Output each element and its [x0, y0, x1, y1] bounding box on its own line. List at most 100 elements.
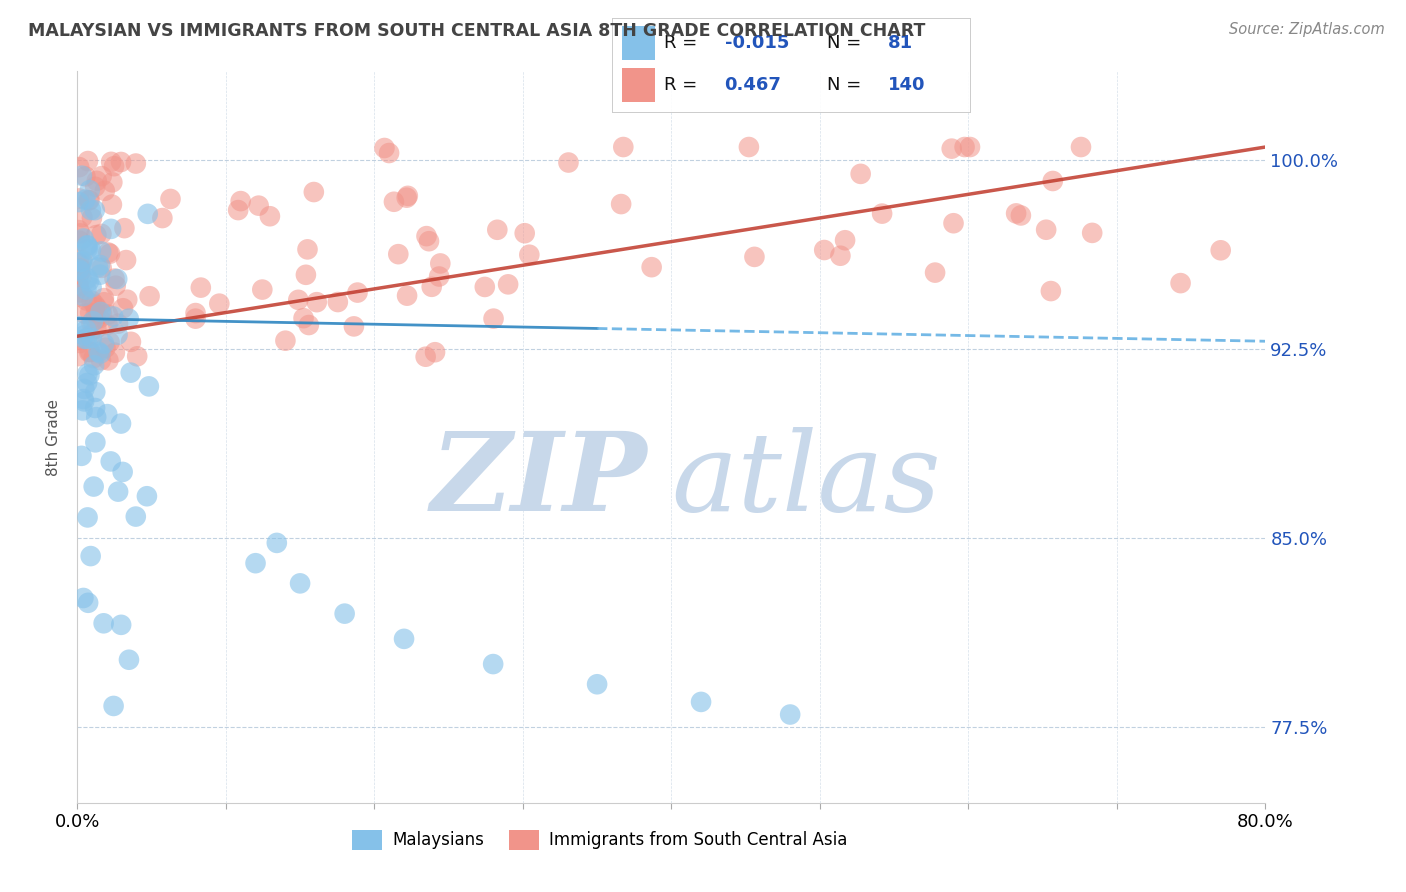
- Point: [1209, 244, 1232, 258]
- Point: [73, 328, 96, 343]
- Point: [90, 305, 112, 319]
- Point: [1042, 174, 1064, 188]
- Point: [429, 256, 451, 270]
- Point: [382, 194, 405, 209]
- Point: [96, 407, 118, 421]
- Point: [67, 191, 90, 205]
- Point: [83, 203, 105, 218]
- Point: [80, 316, 103, 330]
- Point: [474, 280, 496, 294]
- Point: [70, 254, 93, 268]
- Point: [80, 243, 103, 257]
- Point: [415, 350, 437, 364]
- Point: [77, 345, 100, 359]
- Point: [226, 203, 249, 218]
- Point: [84, 410, 107, 425]
- Point: [76, 239, 98, 253]
- Point: [79, 549, 101, 563]
- Point: [302, 185, 325, 199]
- Point: [100, 222, 122, 236]
- Point: [79, 344, 101, 359]
- Point: [287, 293, 309, 307]
- Point: [941, 142, 963, 156]
- Point: [84, 179, 107, 194]
- Point: [75, 323, 97, 337]
- Point: [79, 328, 101, 343]
- Point: [69, 285, 91, 300]
- Point: [89, 311, 111, 326]
- Point: [115, 253, 138, 268]
- Point: [80, 202, 103, 217]
- Point: [97, 245, 120, 260]
- Point: [105, 272, 128, 286]
- Point: [70, 449, 93, 463]
- Point: [1070, 140, 1092, 154]
- Point: [90, 353, 112, 368]
- Point: [870, 206, 893, 220]
- Point: [89, 346, 111, 360]
- Point: [69, 319, 91, 334]
- Point: [125, 156, 148, 170]
- Text: -0.015: -0.015: [724, 34, 789, 52]
- Point: [1170, 276, 1192, 290]
- Point: [79, 368, 101, 383]
- Point: [103, 310, 125, 324]
- Point: [190, 280, 212, 294]
- Point: [107, 327, 129, 342]
- Point: [127, 349, 149, 363]
- Point: [69, 234, 91, 248]
- Point: [849, 167, 872, 181]
- Point: [392, 632, 415, 646]
- Point: [96, 318, 118, 332]
- Point: [1005, 206, 1028, 220]
- Point: [86, 174, 108, 188]
- Point: [83, 298, 105, 312]
- Point: [80, 280, 103, 294]
- Point: [229, 194, 252, 208]
- Point: [77, 596, 100, 610]
- Point: [83, 479, 105, 493]
- Text: 81: 81: [887, 34, 912, 52]
- Point: [75, 193, 97, 207]
- Point: [76, 367, 98, 381]
- Point: [125, 509, 148, 524]
- Point: [610, 197, 633, 211]
- Point: [1081, 226, 1104, 240]
- Point: [107, 484, 129, 499]
- Point: [80, 211, 103, 225]
- Point: [79, 193, 101, 207]
- Point: [76, 238, 98, 252]
- Point: [69, 255, 91, 269]
- Point: [395, 191, 418, 205]
- Point: [738, 140, 761, 154]
- Point: [136, 207, 159, 221]
- Point: [90, 169, 112, 183]
- Point: [79, 306, 101, 320]
- Bar: [623, 69, 655, 103]
- Point: [744, 250, 766, 264]
- Point: [97, 353, 120, 368]
- Point: [373, 141, 395, 155]
- Point: [110, 155, 132, 169]
- Point: [67, 195, 90, 210]
- Point: [333, 607, 356, 621]
- Point: [110, 617, 132, 632]
- Bar: [623, 26, 655, 60]
- Point: [98, 335, 121, 350]
- Point: [159, 192, 181, 206]
- Point: [100, 154, 122, 169]
- Point: [486, 223, 509, 237]
- Point: [482, 311, 505, 326]
- Point: [90, 260, 112, 275]
- Point: [76, 332, 98, 346]
- Point: [346, 285, 368, 300]
- Point: [90, 244, 112, 259]
- Point: [75, 169, 97, 184]
- Point: [86, 301, 108, 315]
- Point: [97, 308, 120, 322]
- Point: [80, 331, 103, 345]
- Point: [94, 341, 117, 355]
- Text: MALAYSIAN VS IMMIGRANTS FROM SOUTH CENTRAL ASIA 8TH GRADE CORRELATION CHART: MALAYSIAN VS IMMIGRANTS FROM SOUTH CENTR…: [28, 22, 925, 40]
- Point: [274, 334, 297, 348]
- Point: [72, 253, 94, 268]
